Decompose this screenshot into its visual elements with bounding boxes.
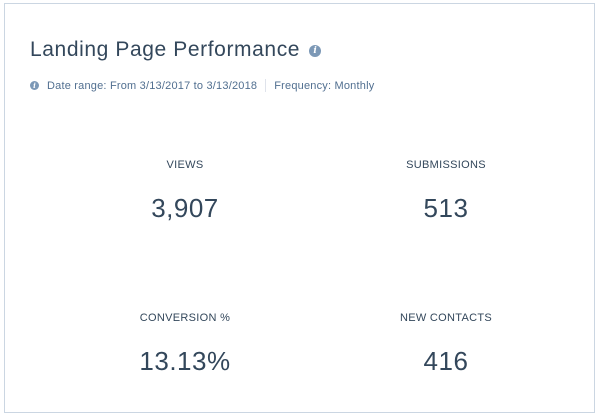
metric-label: NEW CONTACTS bbox=[399, 312, 492, 324]
metric-value: 416 bbox=[423, 346, 469, 376]
metric-conversion: CONVERSION % 13.13% bbox=[85, 311, 285, 377]
metric-label: CONVERSION % bbox=[139, 312, 231, 324]
metric-label: VIEWS bbox=[166, 159, 204, 171]
metric-value: 13.13% bbox=[139, 346, 231, 376]
metric-submissions: SUBMISSIONS 513 bbox=[346, 158, 546, 224]
card-header: Landing Page Performance i bbox=[30, 37, 322, 63]
metric-value: 3,907 bbox=[151, 193, 219, 223]
performance-card: Landing Page Performance i i Date range:… bbox=[4, 3, 595, 413]
card-title: Landing Page Performance bbox=[30, 38, 301, 61]
report-meta: i Date range: From 3/13/2017 to 3/13/201… bbox=[30, 79, 374, 92]
metric-new-contacts: NEW CONTACTS 416 bbox=[346, 311, 546, 377]
frequency-text: Frequency: Monthly bbox=[274, 79, 375, 92]
metric-label: SUBMISSIONS bbox=[406, 159, 486, 171]
meta-divider bbox=[265, 79, 267, 92]
date-range-text: Date range: From 3/13/2017 to 3/13/2018 bbox=[47, 79, 258, 92]
meta-info-icon[interactable]: i bbox=[30, 81, 39, 90]
metric-value: 513 bbox=[423, 193, 469, 223]
title-info-icon[interactable]: i bbox=[309, 45, 322, 57]
metric-views: VIEWS 3,907 bbox=[85, 158, 285, 224]
